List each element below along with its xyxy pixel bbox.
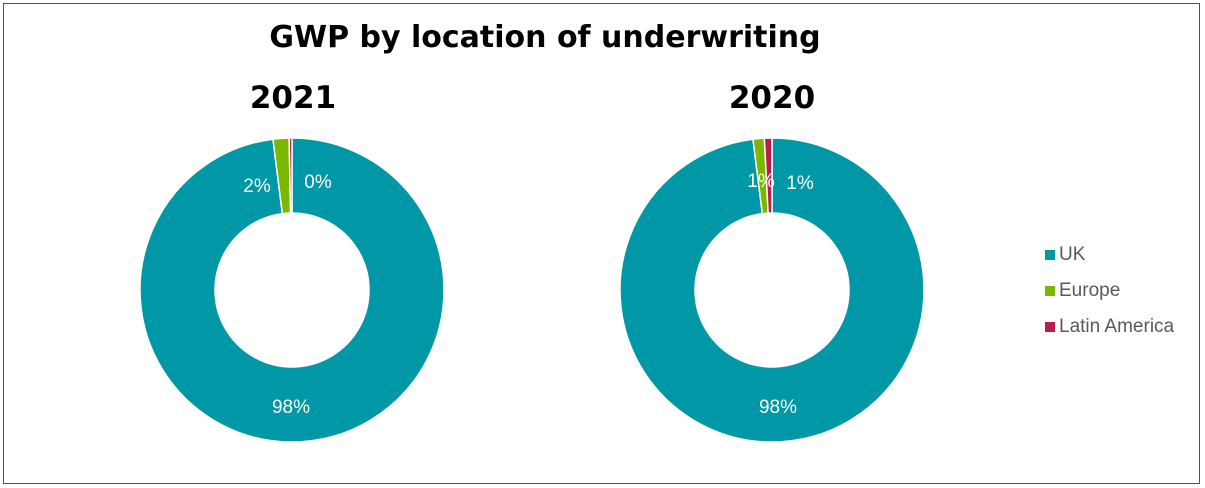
legend-swatch-europe	[1045, 286, 1055, 296]
legend-label-latin-america: Latin America	[1059, 316, 1175, 337]
legend-item-europe: Europe	[1045, 273, 1174, 309]
data-label-2020-europe: 1%	[747, 171, 775, 192]
subtitle-2020: 2020	[728, 80, 816, 116]
slice-2021-uk	[139, 137, 445, 443]
data-label-2021-latin-america: 0%	[304, 172, 332, 193]
data-label-2021-europe: 2%	[243, 176, 271, 197]
slice-2020-uk	[619, 137, 925, 443]
slice-2020-latin-america	[763, 137, 773, 214]
legend-label-uk: UK	[1059, 244, 1086, 265]
data-label-2021-uk: 98%	[272, 397, 310, 418]
legend-item-latin-america: Latin America	[1045, 309, 1174, 345]
slice-2021-latin-america	[288, 137, 293, 214]
donut-chart-2021: 98% 2% 0%	[139, 137, 445, 443]
chart-title: GWP by location of underwriting	[269, 20, 821, 55]
legend-item-uk: UK	[1045, 237, 1174, 273]
data-label-2020-latin-america: 1%	[786, 173, 814, 194]
data-label-2020-uk: 98%	[759, 397, 797, 418]
legend-label-europe: Europe	[1059, 280, 1121, 301]
legend-swatch-uk	[1045, 250, 1055, 260]
legend-swatch-latin-america	[1045, 322, 1055, 332]
legend: UK Europe Latin America	[1045, 237, 1174, 345]
subtitle-2021: 2021	[249, 80, 337, 116]
